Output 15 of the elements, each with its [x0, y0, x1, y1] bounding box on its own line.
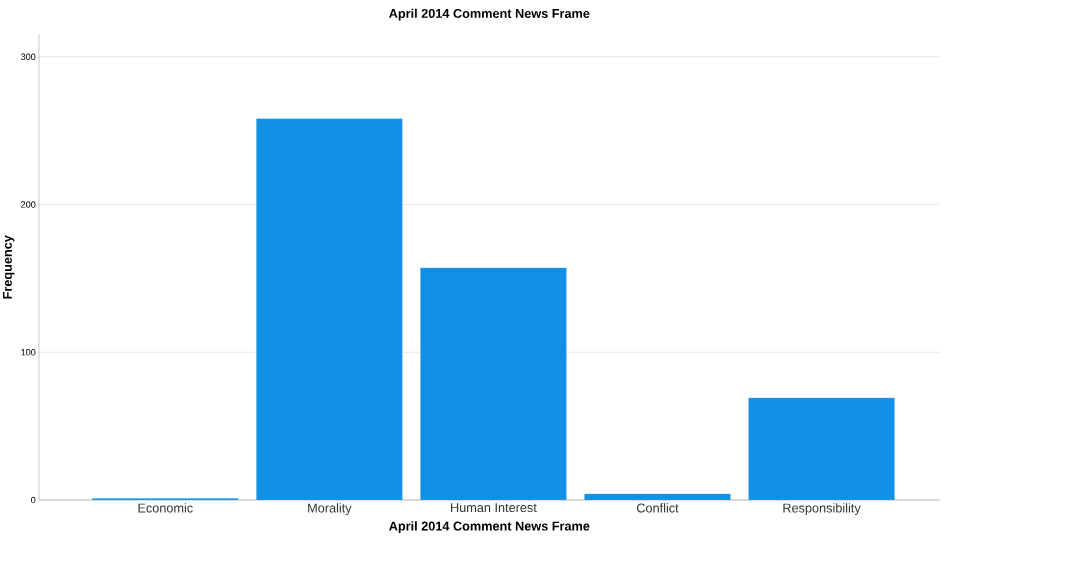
x-tick-label: Morality	[308, 503, 352, 515]
y-tick-label: 100	[21, 348, 36, 356]
x-tick-label: Human Interest	[451, 503, 537, 512]
bar	[256, 118, 403, 500]
y-axis-title: Frequency	[3, 235, 15, 299]
bar	[748, 397, 895, 500]
bar	[420, 267, 567, 500]
x-tick-label: Economic	[138, 503, 193, 513]
y-tick-label: 200	[21, 201, 36, 208]
x-axis-title: April 2014 Comment News Frame	[389, 521, 590, 533]
x-tick-label: Responsibility	[783, 503, 861, 515]
y-tick-label: 0	[31, 496, 36, 504]
chart-title: April 2014 Comment News Frame	[389, 8, 590, 21]
y-tick-label: 300	[20, 53, 36, 60]
x-tick-label: Conflict	[636, 503, 679, 513]
